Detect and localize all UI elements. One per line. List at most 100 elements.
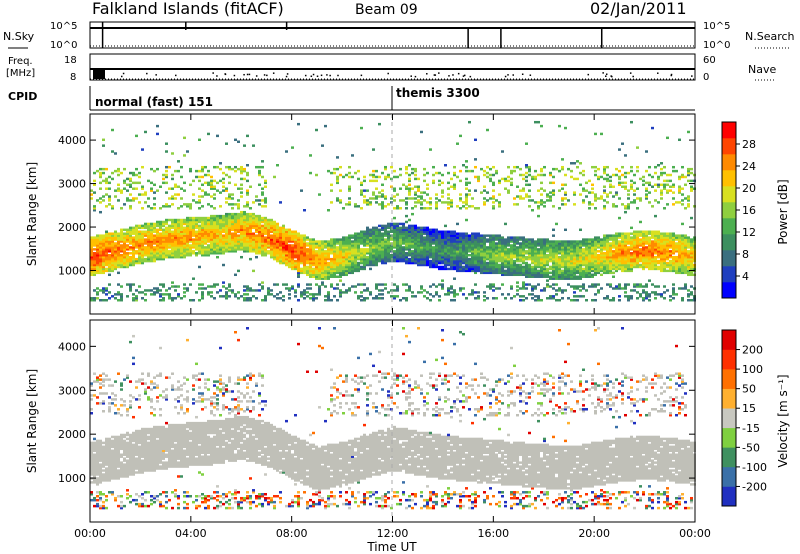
power-cell (426, 193, 429, 196)
power-cell (408, 285, 411, 288)
power-cell (147, 226, 150, 230)
power-cell (354, 246, 357, 249)
power-cell (498, 257, 501, 261)
power-cell (405, 214, 408, 218)
power-cell (132, 261, 135, 265)
power-cell (351, 255, 354, 259)
power-cell (381, 226, 384, 230)
power-cell (219, 162, 222, 165)
power-cell (549, 195, 552, 198)
power-cell (135, 224, 138, 228)
power-cell (606, 179, 609, 183)
power-cell (192, 224, 195, 228)
power-cell (504, 250, 507, 253)
power-cell (132, 230, 135, 233)
power-cell (222, 242, 225, 245)
power-cell (387, 224, 390, 228)
power-cell (420, 234, 423, 237)
power-cell (363, 252, 366, 255)
power-cell (414, 295, 417, 298)
power-cell (186, 236, 189, 239)
power-cell (201, 205, 204, 208)
power-cell (597, 291, 600, 294)
power-cell (99, 238, 102, 241)
power-cell (156, 291, 159, 294)
power-cell (516, 285, 519, 288)
power-cell (501, 246, 504, 249)
power-cell (180, 187, 183, 190)
freq-dot (216, 75, 218, 77)
power-cell (348, 252, 351, 255)
power-cell (450, 287, 453, 290)
power-cell (567, 273, 570, 277)
power-cell (219, 191, 222, 194)
power-cell (213, 218, 216, 222)
power-cell (414, 234, 417, 237)
power-cell (414, 193, 417, 196)
power-cell (159, 289, 162, 292)
power-cell (621, 255, 624, 259)
power-cell (180, 175, 183, 179)
power-cell (246, 299, 249, 302)
power-cell (252, 201, 255, 204)
power-cell (543, 271, 546, 275)
power-cell (552, 295, 555, 298)
power-cell (444, 259, 447, 263)
power-cell (168, 242, 171, 245)
power-cell (540, 273, 543, 277)
power-cell (576, 269, 579, 273)
power-cell (411, 232, 414, 235)
power-cell (327, 250, 330, 253)
power-cell (456, 267, 459, 271)
power-cell (96, 267, 99, 271)
power-cell (525, 273, 528, 277)
power-cell (210, 228, 213, 232)
power-cell (324, 275, 327, 278)
power-cell (570, 275, 573, 278)
power-cell (621, 234, 624, 237)
power-cell (585, 240, 588, 243)
power-cell (423, 242, 426, 245)
power-cell (222, 185, 225, 188)
power-cell (222, 240, 225, 243)
power-cell (210, 205, 213, 208)
power-cell (507, 175, 510, 179)
power-cell (627, 189, 630, 192)
freq-panel: Freq. [MHz] 18 8 Nave 60 0 (6, 53, 776, 83)
power-cell (531, 289, 534, 292)
power-cell (105, 193, 108, 196)
power-cell (177, 230, 180, 233)
power-cell (564, 203, 567, 206)
power-cell (609, 261, 612, 265)
power-cell (120, 254, 123, 257)
power-cell (402, 250, 405, 253)
power-cell (183, 236, 186, 239)
power-cell (306, 238, 309, 241)
power-cell (540, 271, 543, 275)
power-cell (210, 291, 213, 294)
power-cell (591, 242, 594, 245)
power-cell (156, 248, 159, 251)
power-cell (549, 277, 552, 280)
power-cell (510, 259, 513, 263)
power-cell (465, 165, 468, 169)
power-cell (576, 177, 579, 181)
power-cell (261, 216, 264, 220)
power-cell (363, 259, 366, 263)
power-cell (426, 254, 429, 257)
power-cell (336, 283, 339, 286)
power-cell (240, 228, 243, 232)
power-cell (234, 165, 237, 169)
power-cell (582, 283, 585, 286)
power-cell (90, 189, 93, 192)
power-cell (468, 120, 471, 124)
power-cell (141, 250, 144, 253)
power-cell (150, 236, 153, 239)
power-cell (168, 287, 171, 290)
power-cell (177, 244, 180, 247)
power-cell (606, 246, 609, 249)
power-cell (630, 269, 633, 273)
power-cell (480, 246, 483, 249)
power-cell (228, 167, 231, 171)
power-cell (90, 263, 93, 267)
